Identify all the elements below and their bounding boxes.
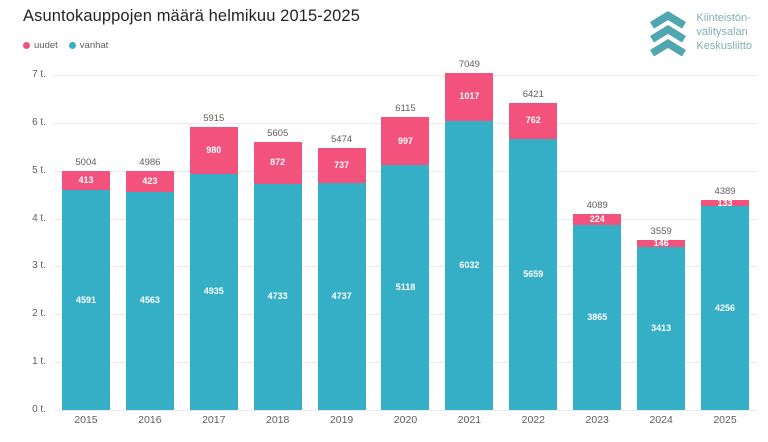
bar-column-2016: 4986 423 4563 [118, 75, 182, 410]
bar-2025: 133 4256 [701, 198, 750, 410]
bar-segment-vanhat-2015: 4591 [61, 190, 110, 410]
bar-column-2020: 6115 997 5118 [374, 75, 438, 410]
total-label-2021: 7049 [458, 58, 480, 70]
y-tick-label-2000: 2 t. [32, 308, 46, 320]
bar-2017: 980 4935 [189, 126, 238, 410]
bar-segment-vanhat-2018: 4733 [253, 183, 302, 410]
bar-column-2023: 4089 224 3865 [565, 75, 629, 410]
x-axis-label-2017: 2017 [202, 414, 226, 426]
bar-column-2015: 5004 413 4591 [54, 75, 118, 410]
bar-segment-uudet-2019: 737 [317, 148, 366, 184]
kvkl-logo: Kiinteistön- välitysalan Keskusliitto [647, 10, 752, 56]
bar-column-2019: 5474 737 4737 [310, 75, 374, 410]
x-axis-label-2024: 2024 [649, 414, 673, 426]
bar-segment-vanhat-2020: 5118 [381, 165, 430, 410]
x-axis-label-2021: 2021 [457, 414, 482, 426]
bar-segment-uudet-2021: 1017 [445, 72, 494, 122]
chart-title: Asuntokauppojen määrä helmikuu 2015-2025 [23, 7, 360, 25]
logo-text-line1: Kiinteistön- [696, 12, 751, 25]
total-label-2016: 4986 [139, 157, 161, 169]
bar-segment-uudet-2022: 762 [509, 102, 558, 140]
legend-label-uudet: uudet [34, 40, 58, 51]
chart-legend: uudet vanhat [23, 40, 108, 51]
y-tick-label-4000: 4 t. [32, 212, 46, 224]
total-label-2019: 5474 [331, 134, 353, 146]
bar-column-2024: 3559 146 3413 [629, 75, 693, 410]
bar-segment-uudet-2017: 980 [189, 126, 238, 174]
bar-segment-uudet-2016: 423 [125, 171, 174, 192]
bar-segment-vanhat-2022: 5659 [509, 139, 558, 410]
x-axis-label-2019: 2019 [329, 414, 354, 426]
legend-item-uudet: uudet [23, 40, 58, 51]
bar-column-2017: 5915 980 4935 [182, 75, 246, 410]
y-tick-label-1000: 1 t. [32, 356, 46, 368]
y-tick-label-5000: 5 t. [32, 164, 46, 176]
x-axis-label-2015: 2015 [74, 414, 98, 426]
x-axis-label-2022: 2022 [521, 414, 545, 426]
y-tick-label-3000: 3 t. [32, 260, 46, 272]
x-axis-labels: 2015 2016 2017 2018 2019 2020 2021 2022 2023 2024… [54, 414, 757, 426]
bar-segment-vanhat-2024: 3413 [637, 246, 686, 410]
total-label-2025: 4389 [714, 185, 736, 197]
bar-column-2018: 5605 872 4733 [246, 75, 310, 410]
x-axis-label-2025: 2025 [713, 414, 737, 426]
gridline-0 [54, 410, 757, 411]
x-axis-label-2023: 2023 [585, 414, 609, 426]
total-label-2018: 5605 [267, 127, 289, 139]
bar-segment-uudet-2024: 146 [637, 238, 686, 247]
bar-segment-uudet-2023: 224 [573, 214, 622, 225]
x-axis-label-2016: 2016 [138, 414, 162, 426]
bar-segment-vanhat-2019: 4737 [317, 183, 366, 410]
bar-column-2025: 4389 133 4256 [693, 75, 757, 410]
y-tick-label-6000: 6 t. [32, 116, 46, 128]
legend-dot-vanhat-icon [68, 42, 76, 49]
bar-2016: 423 4563 [125, 171, 174, 410]
bar-2021: 1017 6032 [445, 72, 494, 410]
bar-2022: 762 5659 [509, 102, 558, 410]
gridline-7000 [54, 75, 757, 76]
total-label-2023: 4089 [586, 200, 608, 212]
x-axis-label-2020: 2020 [393, 414, 418, 426]
logo-text-line3: Keskusliitto [696, 39, 752, 52]
y-tick-label-0: 0 t. [32, 404, 46, 415]
bar-segment-vanhat-2017: 4935 [189, 173, 238, 410]
chevrons-up-icon [650, 11, 687, 56]
total-label-2020: 6115 [395, 103, 416, 115]
total-label-2024: 3559 [650, 225, 672, 237]
bar-segment-uudet-2025: 133 [701, 198, 750, 207]
legend-label-vanhat: vanhat [79, 40, 109, 51]
bars-area: 5004 413 4591 4986 423 4563 5915 980 4935 5605 872… [54, 59, 757, 410]
bar-segment-uudet-2020: 997 [381, 117, 430, 166]
bar-2019: 737 4737 [317, 148, 366, 410]
bar-2020: 997 5118 [381, 117, 430, 410]
bar-2015: 413 4591 [61, 170, 110, 410]
bar-column-2022: 6421 762 5659 [501, 75, 565, 410]
total-label-2022: 6421 [522, 88, 544, 100]
logo-text-line2: välitysalan [696, 26, 748, 39]
bar-2018: 872 4733 [253, 141, 302, 410]
bar-segment-vanhat-2021: 6032 [445, 121, 494, 410]
y-tick-label-7000: 7 t. [32, 69, 46, 80]
bar-2024: 146 3413 [637, 238, 686, 410]
x-axis-label-2018: 2018 [265, 414, 290, 426]
bar-column-2021: 7049 1017 6032 [437, 59, 501, 410]
bar-2023: 224 3865 [573, 214, 622, 410]
total-label-2017: 5915 [203, 112, 225, 124]
logo-text: Kiinteistön- välitysalan Keskusliitto [696, 12, 752, 53]
legend-dot-uudet-icon [23, 42, 30, 49]
bar-segment-vanhat-2016: 4563 [125, 191, 174, 410]
total-label-2015: 5004 [75, 156, 97, 168]
bar-segment-vanhat-2025: 4256 [701, 206, 750, 410]
bar-segment-uudet-2018: 872 [253, 141, 302, 184]
legend-item-vanhat: vanhat [68, 40, 109, 51]
bar-segment-vanhat-2023: 3865 [573, 225, 622, 410]
bar-segment-uudet-2015: 413 [61, 170, 110, 191]
